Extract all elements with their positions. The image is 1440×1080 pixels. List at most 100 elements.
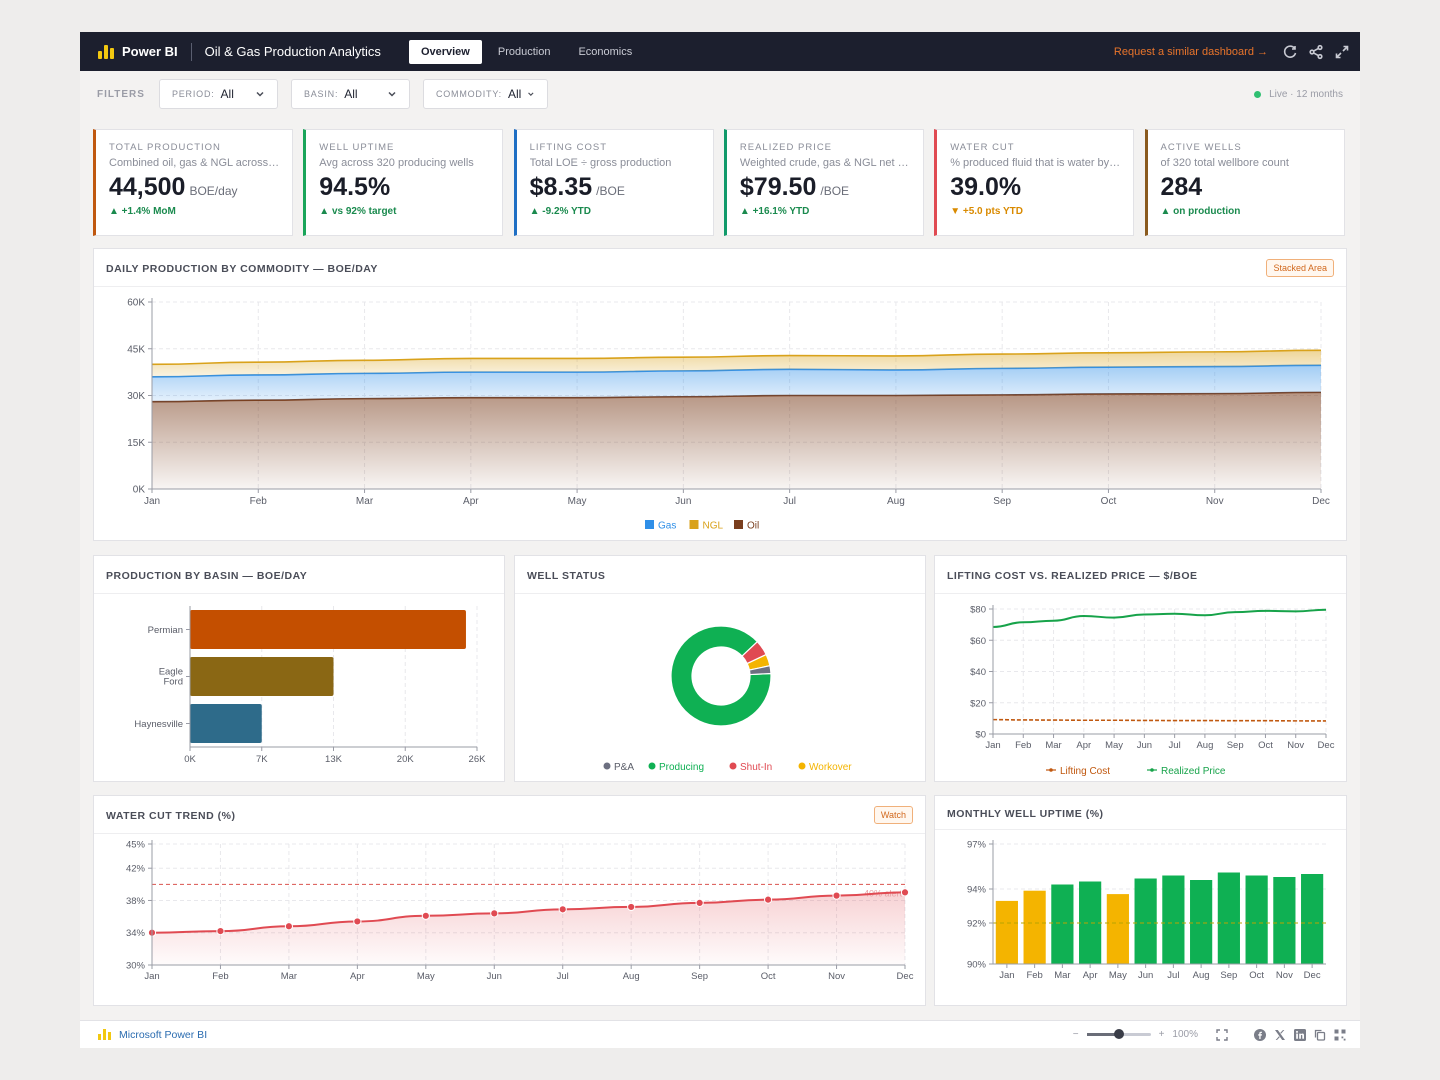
refresh-icon[interactable] [1282,44,1298,60]
kpi-card-total-production: TOTAL PRODUCTION Combined oil, gas & NGL … [93,129,293,236]
x-tick-label: Feb [212,971,228,982]
tab-overview[interactable]: Overview [408,39,482,64]
x-tick-label: Aug [1196,740,1213,751]
stacked-area-badge: Stacked Area [1266,259,1334,277]
basin-bar-permian [190,610,466,649]
kpi-description: of 320 total wellbore count [1160,157,1289,169]
kpi-description: Weighted crude, gas & NGL net price [739,157,911,169]
qr-code-icon[interactable] [1334,1029,1346,1041]
chevron-down-icon [256,91,264,97]
legend-producing-swatch [648,762,656,770]
y-tick-label: 60K [127,298,145,309]
y-tick-label: 38% [126,896,146,907]
basin-filter[interactable]: BASIN: All [290,79,410,109]
cost-price-chart: $0 $20 $40 $60 $80 Jan Feb Mar Apr May Jun Jul Aug Se… [970,605,1335,778]
filter-bar: FILTERS PERIOD: All BASIN: All COMMODITY… [80,71,1360,117]
water-cut-point [900,888,910,897]
x-tick-label: Apr [350,971,365,982]
card-title: WATER CUT TREND (%) [106,810,236,822]
water-cut-card: WATER CUT TREND (%) Watch 30% 34% 38% 42% 45… [93,795,926,1006]
share-icon[interactable] [1308,44,1324,60]
tab-production[interactable]: Production [497,45,551,58]
card-title: PRODUCTION BY BASIN — BOE/DAY [106,570,308,582]
x-tick-label: 20K [397,754,415,765]
x-tick-label: Nov [1287,740,1304,751]
x-tick-label: Jun [675,496,691,507]
cost-price-card: LIFTING COST VS. REALIZED PRICE — $/BOE … [934,555,1347,782]
x-tick-label: Jan [985,740,1000,751]
linkedin-icon[interactable] [1294,1028,1306,1041]
x-tick-label: Oct [1258,740,1273,751]
fit-to-page-icon[interactable] [1216,1028,1228,1041]
legend-workover-swatch [798,762,806,770]
x-tick-label: Apr [463,496,479,507]
daily-production-chart: 0K 15K 30K 45K 60K Jan Feb Mar Apr May Jun Jul Aug Se… [127,298,1330,532]
commodity-filter[interactable]: COMMODITY: All [422,79,548,109]
kpi-card-water-cut: WATER CUT % produced fluid that is water … [934,129,1135,236]
legend-ngl-swatch [689,520,699,529]
microsoft-powerbi-link[interactable]: Microsoft Power BI [119,1028,208,1041]
legend-workover: Workover [809,762,852,773]
uptime-bar-may [1106,894,1129,964]
kpi-change: ▲ +1.4% MoM [109,206,176,217]
expand-icon[interactable] [1334,44,1350,60]
kpi-value: $79.50 [739,173,817,201]
x-tick-label: 0K [184,754,196,765]
uptime-bar-jan [995,900,1018,964]
card-title: DAILY PRODUCTION BY COMMODITY — BOE/DAY [106,263,378,275]
x-tick-label: Nov [1276,970,1293,981]
commodity-filter-label: COMMODITY: [435,89,502,99]
footer-bar: Microsoft Power BI − + 100% [80,1020,1360,1048]
facebook-icon[interactable] [1254,1028,1266,1041]
kpi-description: Total LOE ÷ gross production [529,157,672,169]
uptime-bar-oct [1245,875,1268,964]
water-cut-line [151,891,906,934]
uptime-bar-dec [1301,874,1324,964]
x-tick-label: Sep [993,496,1011,507]
request-dashboard-link[interactable]: Request a similar dashboard → [1113,45,1268,58]
live-dot-icon [1254,90,1262,98]
kpi-value: $8.35 [529,173,593,201]
period-filter[interactable]: PERIOD: All [158,79,278,109]
zoom-slider[interactable] [1086,1029,1151,1039]
ngl-line [151,349,1322,366]
water-cut-area [152,892,905,965]
live-status-text: Live · 12 months [1269,88,1343,100]
legend-p-a: P&A [614,762,634,773]
x-tick-label: Jan [144,496,160,507]
live-status: Live · 12 months [1254,89,1343,100]
x-tick-label: 26K [469,754,487,765]
report-frame: Power BI Oil & Gas Production Analytics … [80,32,1360,1048]
kpi-card-well-uptime: WELL UPTIME Avg across 320 producing well… [303,129,504,236]
lifting-cost-line [992,718,1327,722]
zoom-slider-knob[interactable] [1113,1029,1124,1039]
y-tick-label: 90% [967,960,987,971]
uptime-bar-jul [1162,875,1185,964]
x-tick-label: Feb [1015,740,1031,751]
x-twitter-icon[interactable] [1274,1029,1286,1041]
card-title: WELL STATUS [527,570,606,582]
zoom-slider-fill [1086,1033,1119,1036]
report-title: Oil & Gas Production Analytics [204,44,381,59]
x-tick-label: Oct [1101,496,1117,507]
card-divider [515,593,925,594]
legend-gas: Gas [658,521,676,532]
water-cut-point [284,922,294,931]
zoom-in-button[interactable]: + [1158,1029,1165,1040]
x-tick-label: Mar [281,971,297,982]
copy-icon[interactable] [1314,1029,1326,1041]
x-tick-label: Oct [761,971,776,982]
kpi-label: REALIZED PRICE [739,142,833,153]
tab-economics[interactable]: Economics [578,45,633,58]
page-tabs: Overview Production Economics [408,39,644,64]
water-cut-point [490,909,499,918]
zoom-out-button[interactable]: − [1072,1029,1079,1040]
powerbi-logo-icon [98,1029,111,1040]
uptime-bar-feb [1023,890,1046,964]
basin-filter-label: BASIN: [303,89,339,99]
uptime-bar-sep [1217,872,1240,964]
kpi-unit: BOE/day [189,184,238,198]
legend-oil-swatch [734,520,743,529]
x-tick-label: Nov [1206,496,1224,507]
kpi-unit: /BOE [820,184,850,198]
